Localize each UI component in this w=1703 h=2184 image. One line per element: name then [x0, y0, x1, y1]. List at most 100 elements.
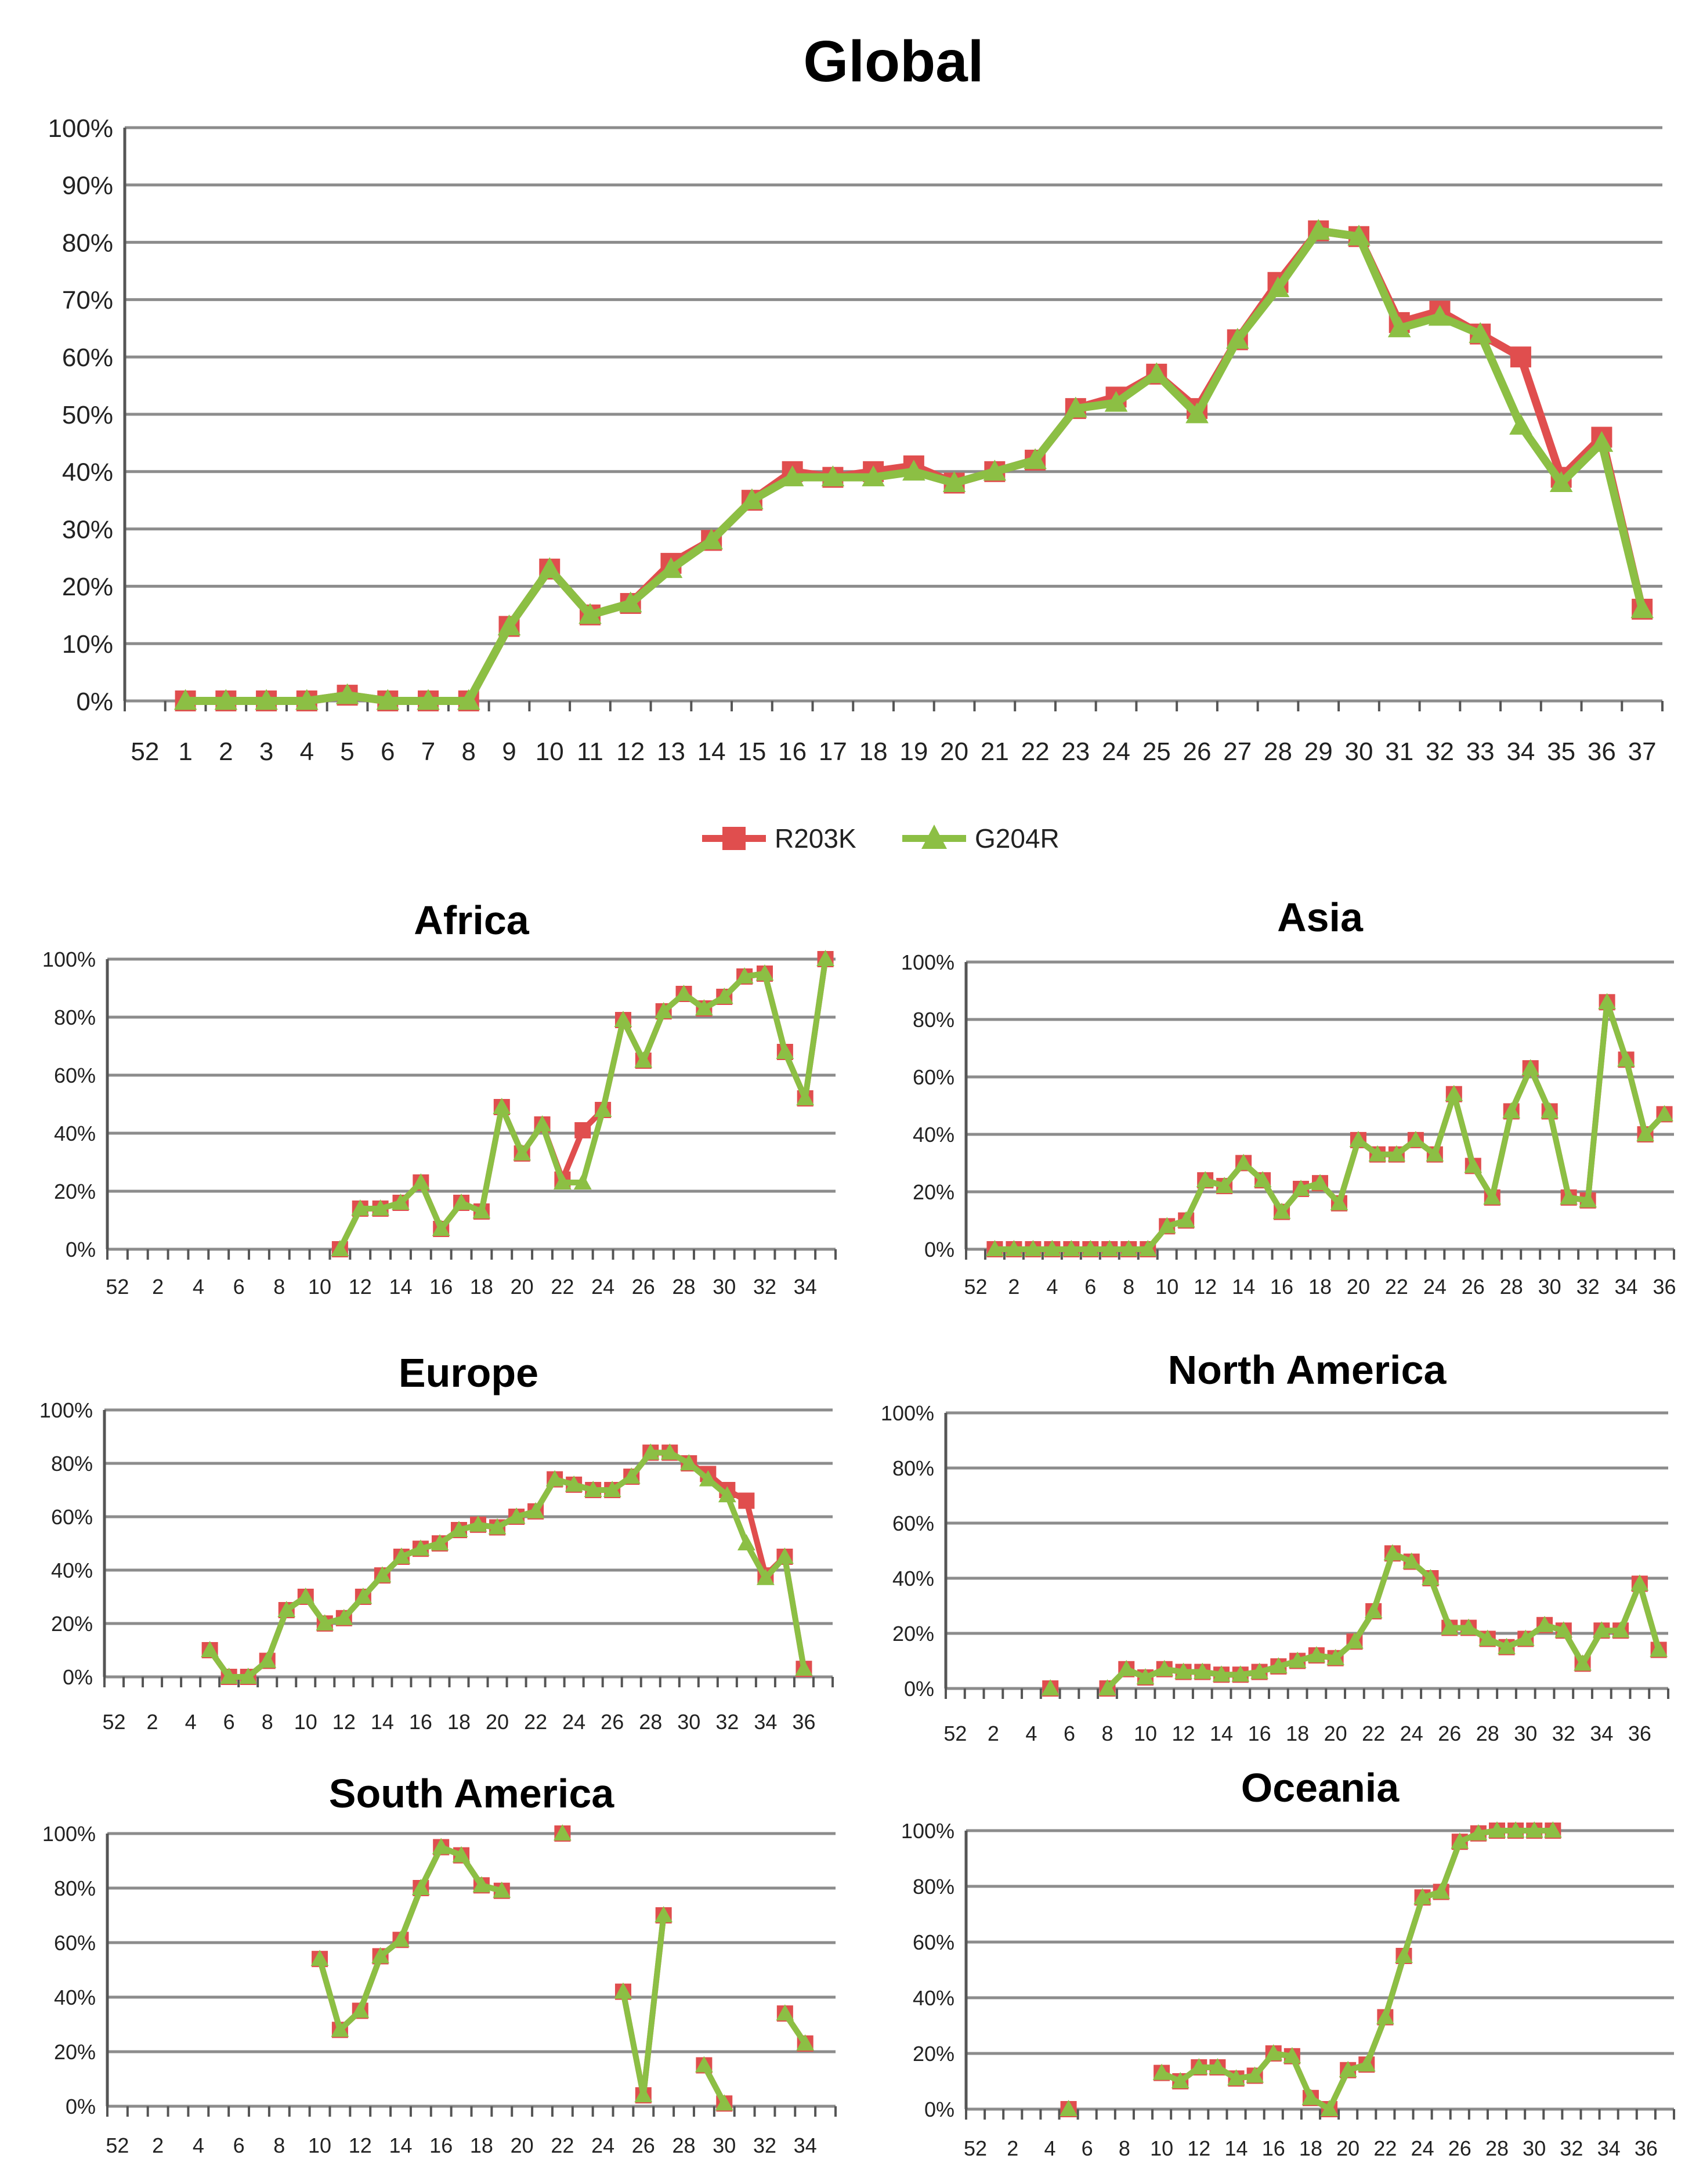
- x-tick-label: 52: [106, 2134, 129, 2157]
- x-tick-label: 34: [794, 2134, 817, 2157]
- data-point: [1357, 2055, 1376, 2072]
- data-point: [1636, 1125, 1654, 1141]
- data-point: [1469, 1824, 1488, 1841]
- x-tick-label: 6: [223, 1710, 235, 1734]
- data-point: [1225, 328, 1249, 349]
- data-point: [1136, 1668, 1155, 1684]
- series-g204r: [1041, 1544, 1668, 1695]
- data-point: [1560, 1188, 1578, 1205]
- data-point: [1502, 1102, 1521, 1119]
- x-tick-label: 17: [819, 737, 847, 766]
- data-point: [1440, 1618, 1459, 1635]
- data-point: [715, 2094, 733, 2111]
- x-tick-label: 10: [308, 2134, 331, 2157]
- y-tick-label: 40%: [54, 1122, 96, 1145]
- x-tick-label: 34: [794, 1275, 817, 1299]
- data-point: [1413, 1888, 1431, 1905]
- x-tick-label: 22: [551, 1275, 574, 1299]
- data-point: [1307, 1646, 1326, 1662]
- x-tick-label: 10: [308, 1275, 331, 1299]
- x-tick-label: 4: [1044, 2136, 1055, 2160]
- data-point: [1483, 1188, 1502, 1205]
- x-tick-label: 14: [389, 2134, 412, 2157]
- x-tick-label: 24: [591, 1275, 614, 1299]
- x-tick-label: 52: [964, 1275, 987, 1299]
- data-point: [695, 999, 713, 1015]
- data-point: [1525, 1821, 1543, 1838]
- data-point: [545, 1470, 564, 1487]
- data-point: [1177, 1211, 1195, 1228]
- x-tick-label: 4: [1025, 1722, 1037, 1745]
- x-tick-label: 24: [562, 1710, 585, 1734]
- data-point: [695, 2056, 713, 2073]
- x-tick-label: 2: [152, 1275, 164, 1299]
- x-tick-label: 16: [1262, 2136, 1285, 2160]
- data-point: [675, 985, 693, 1001]
- data-point: [533, 1115, 551, 1131]
- y-tick-label: 40%: [62, 458, 113, 487]
- data-point: [1469, 322, 1492, 343]
- data-point: [1426, 1145, 1444, 1162]
- data-point: [1227, 2069, 1245, 2086]
- x-tick-label: 4: [193, 1275, 204, 1299]
- data-point: [738, 1492, 755, 1509]
- data-point: [373, 1566, 392, 1583]
- x-tick-label: 26: [1462, 1275, 1485, 1299]
- x-tick-label: 18: [470, 1275, 493, 1299]
- series-r203k: [201, 1444, 812, 1685]
- data-point: [392, 1930, 410, 1947]
- x-tick-label: 6: [1064, 1722, 1075, 1745]
- data-point: [392, 1194, 410, 1210]
- y-tick-label: 40%: [892, 1567, 934, 1590]
- data-point: [780, 465, 804, 487]
- x-tick-label: 21: [981, 737, 1009, 766]
- x-tick-label: 26: [1448, 2136, 1471, 2160]
- x-tick-label: 30: [1523, 2136, 1546, 2160]
- data-point: [1041, 1679, 1060, 1695]
- data-point: [573, 1173, 592, 1189]
- data-point: [603, 1481, 621, 1497]
- data-point: [1630, 597, 1654, 619]
- data-point: [1521, 1059, 1540, 1076]
- data-point: [1185, 402, 1209, 424]
- y-tick-label: 60%: [62, 343, 113, 372]
- data-point: [1288, 1651, 1307, 1668]
- y-tick-label: 100%: [881, 1401, 934, 1425]
- y-tick-label: 90%: [62, 172, 113, 200]
- data-point: [411, 1879, 430, 1895]
- x-tick-label: 26: [1183, 737, 1212, 766]
- data-point: [1081, 1240, 1100, 1256]
- x-tick-label: 10: [536, 737, 564, 766]
- data-point: [513, 1144, 531, 1160]
- data-point: [431, 1534, 449, 1550]
- x-tick-label: 18: [859, 737, 888, 766]
- data-point: [1174, 1662, 1192, 1679]
- x-tick-label: 3: [259, 737, 273, 766]
- x-tick-label: 26: [632, 1275, 655, 1299]
- data-point: [1346, 1632, 1364, 1649]
- x-tick-label: 32: [1552, 1722, 1575, 1745]
- data-point: [295, 689, 319, 710]
- x-tick-label: 8: [462, 737, 476, 766]
- data-point: [297, 1588, 315, 1604]
- data-point: [1488, 1821, 1506, 1838]
- data-point: [201, 1641, 219, 1657]
- data-point: [740, 488, 764, 509]
- data-point: [173, 689, 197, 710]
- y-tick-label: 20%: [51, 1612, 93, 1636]
- y-tick-label: 100%: [39, 1398, 93, 1422]
- data-point: [1387, 316, 1411, 338]
- x-tick-label: 30: [1538, 1275, 1561, 1299]
- y-tick-label: 60%: [54, 1064, 96, 1087]
- data-point: [700, 528, 723, 549]
- data-point: [351, 1199, 370, 1216]
- data-point: [1402, 1552, 1421, 1569]
- y-tick-label: 0%: [924, 2098, 954, 2121]
- x-tick-label: 36: [1653, 1275, 1676, 1299]
- data-point: [277, 1601, 296, 1617]
- x-tick-label: 14: [697, 737, 726, 766]
- data-point: [1189, 2058, 1208, 2074]
- data-point: [1117, 1659, 1136, 1676]
